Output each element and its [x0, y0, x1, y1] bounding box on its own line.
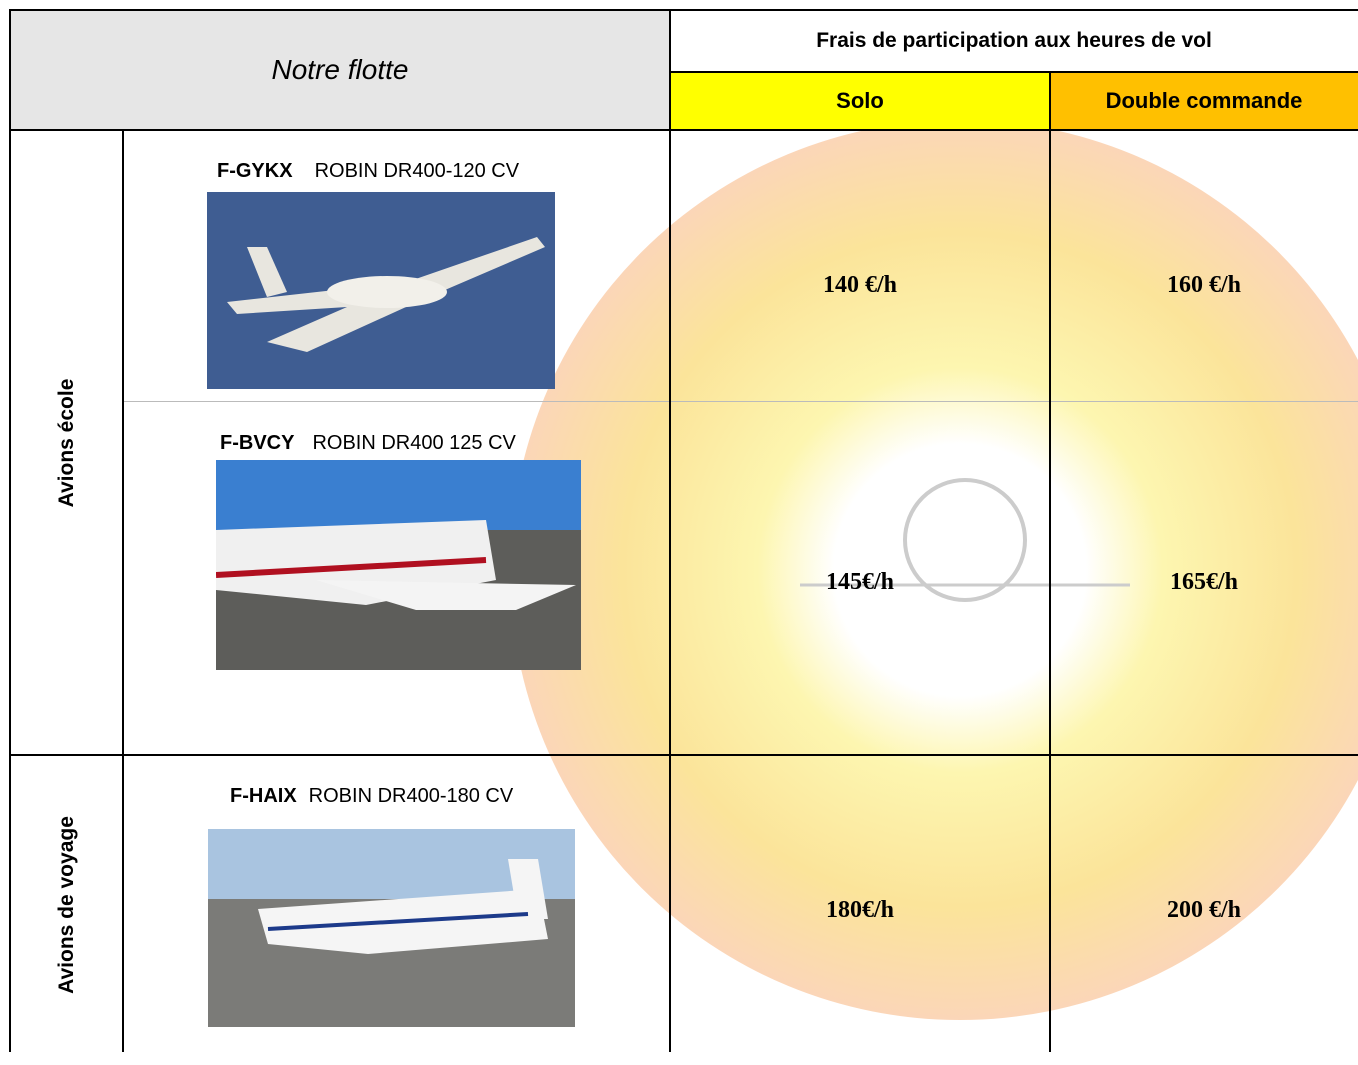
price: 165€/h [1050, 402, 1358, 762]
aircraft-caption: F-GYKX ROBIN DR400-120 CV [217, 160, 519, 183]
aircraft-caption: F-BVCY ROBIN DR400 125 CV [220, 432, 516, 455]
column-header: Double commande [1050, 72, 1358, 130]
aircraft-photo [208, 829, 575, 1027]
group-label: Avions école [55, 283, 85, 603]
border [122, 130, 124, 1052]
border [9, 9, 11, 1052]
price: 145€/h [670, 402, 1050, 762]
border [670, 71, 1358, 73]
column-header: Solo [670, 72, 1050, 130]
registration: F-HAIX [230, 785, 297, 807]
model: ROBIN DR400 125 CV [312, 432, 515, 454]
model: ROBIN DR400-120 CV [315, 160, 520, 182]
registration: F-BVCY [220, 432, 294, 454]
price: 180€/h [670, 755, 1050, 1065]
price: 200 €/h [1050, 755, 1358, 1065]
page: Notre flotte Frais de participation aux … [0, 0, 1358, 1052]
aircraft-caption: F-HAIX ROBIN DR400-180 CV [230, 785, 513, 808]
model: ROBIN DR400-180 CV [309, 785, 514, 807]
aircraft-photo [207, 192, 555, 389]
fees-title: Frais de participation aux heures de vol [670, 10, 1358, 72]
registration: F-GYKX [217, 160, 293, 182]
fleet-title: Notre flotte [10, 10, 670, 130]
group-label: Avions de voyage [55, 745, 85, 1065]
price: 160 €/h [1050, 130, 1358, 440]
aircraft-photo [216, 460, 581, 670]
price: 140 €/h [670, 130, 1050, 440]
border [10, 9, 1358, 11]
